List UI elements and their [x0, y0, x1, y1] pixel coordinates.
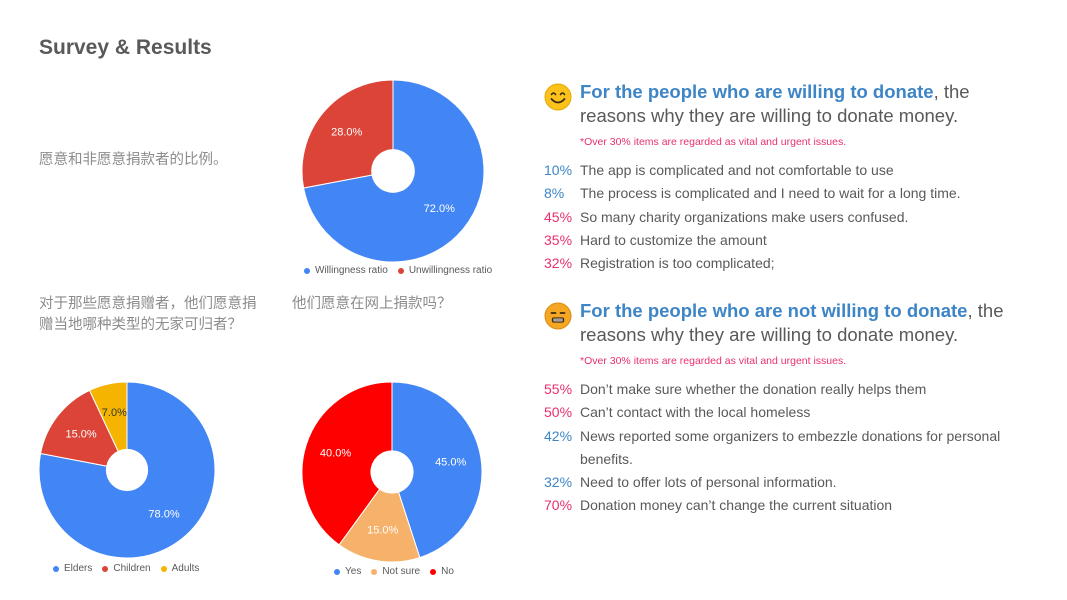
donut-hole [106, 449, 148, 491]
online-donation-pie-chart: 45.0% 15.0% 40.0% [300, 380, 484, 564]
reason-text: Don’t make sure whether the donation rea… [580, 381, 926, 397]
legend-label: Yes [345, 566, 361, 577]
reason-percent: 50% [544, 401, 572, 424]
slice-label-adults: 7.0% [102, 407, 127, 419]
list-item: 32% Registration is too complicated; [544, 252, 1024, 275]
legend-dot-icon [398, 268, 404, 274]
legend-item: Willingness ratio [304, 265, 388, 276]
list-item: 35% Hard to customize the amount [544, 229, 1024, 252]
question-online-donation: 他们愿意在网上捐款吗？ [292, 294, 452, 315]
donut-hole [370, 450, 413, 493]
list-item: 70% Donation money can’t change the curre… [544, 494, 1024, 517]
legend-dot-icon [102, 566, 108, 572]
legend-label: Children [113, 563, 150, 574]
legend-dot-icon [53, 566, 59, 572]
legend-label: Unwillingness ratio [409, 265, 492, 276]
reason-text: The app is complicated and not comfortab… [580, 162, 894, 178]
list-item: 42% News reported some organizers to embe… [544, 425, 1024, 472]
reason-text: Can’t contact with the local homeless [580, 404, 810, 420]
reason-text: News reported some organizers to embezzl… [580, 428, 1000, 467]
legend-item: Yes [334, 566, 361, 577]
legend-dot-icon [371, 569, 377, 575]
reason-percent: 10% [544, 159, 572, 182]
legend-label: Willingness ratio [315, 265, 388, 276]
question-willingness-ratio: 愿意和非愿意捐款者的比例。 [39, 150, 228, 171]
willing-reasons-list: 10% The app is complicated and not comfor… [544, 159, 1024, 275]
legend-label: Adults [172, 563, 200, 574]
online-donation-legend: Yes Not sure No [334, 566, 454, 577]
list-item: 32% Need to offer lots of personal inform… [544, 471, 1024, 494]
legend-label: Elders [64, 563, 92, 574]
legend-dot-icon [430, 569, 436, 575]
not-willing-panel-header: For the people who are not willing to do… [544, 299, 1024, 367]
legend-dot-icon [334, 569, 340, 575]
reason-percent: 45% [544, 206, 572, 229]
slice-label-no: 40.0% [320, 448, 351, 460]
reason-percent: 32% [544, 252, 572, 275]
reason-percent: 42% [544, 425, 572, 448]
willing-panel-note: *Over 30% items are regarded as vital an… [580, 136, 1024, 148]
legend-dot-icon [304, 268, 310, 274]
reason-percent: 70% [544, 494, 572, 517]
reason-percent: 32% [544, 471, 572, 494]
willingness-legend: Willingness ratio Unwillingness ratio [304, 265, 492, 276]
reason-text: Donation money can’t change the current … [580, 497, 892, 513]
not-willing-panel-title-accent: For the people who are not willing to do… [580, 300, 967, 321]
list-item: 45% So many charity organizations make us… [544, 206, 1024, 229]
reason-text: The process is complicated and I need to… [580, 185, 961, 201]
legend-item: Elders [53, 563, 92, 574]
question-homeless-type: 对于那些愿意捐赠者，他们愿意捐赠当地哪种类型的无家可归者？ [39, 294, 267, 336]
reason-text: Need to offer lots of personal informati… [580, 474, 837, 490]
willing-panel-header: For the people who are willing to donate… [544, 80, 1024, 148]
reason-percent: 55% [544, 378, 572, 401]
reason-percent: 35% [544, 229, 572, 252]
slice-label-not-sure: 15.0% [367, 525, 398, 537]
legend-item: Children [102, 563, 150, 574]
legend-item: No [430, 566, 454, 577]
legend-label: No [441, 566, 454, 577]
not-willing-panel-title: For the people who are not willing to do… [580, 299, 1024, 347]
page-title: Survey & Results [39, 36, 212, 60]
slice-label-children: 15.0% [66, 428, 97, 440]
not-willing-reasons-panel: For the people who are not willing to do… [544, 299, 1024, 518]
list-item: 50% Can’t contact with the local homeless [544, 401, 1024, 424]
reason-text: Hard to customize the amount [580, 232, 767, 248]
legend-item: Not sure [371, 566, 420, 577]
list-item: 10% The app is complicated and not comfor… [544, 159, 1024, 182]
willing-panel-title-accent: For the people who are willing to donate [580, 81, 934, 102]
homeless-type-legend: Elders Children Adults [53, 563, 199, 574]
willingness-pie-chart: 72.0% 28.0% [300, 78, 486, 264]
list-item: 55% Don’t make sure whether the donation … [544, 378, 1024, 401]
homeless-type-pie-chart: 78.0% 15.0% 7.0% [37, 380, 217, 560]
reason-percent: 8% [544, 182, 564, 205]
not-willing-panel-note: *Over 30% items are regarded as vital an… [580, 355, 1024, 367]
slice-label-willingness-ratio: 72.0% [424, 203, 455, 215]
legend-label: Not sure [382, 566, 420, 577]
slice-label-yes: 45.0% [435, 457, 466, 469]
not-willing-reasons-list: 55% Don’t make sure whether the donation … [544, 378, 1024, 518]
legend-dot-icon [161, 566, 167, 572]
willing-reasons-panel: For the people who are willing to donate… [544, 80, 1024, 275]
willing-panel-title: For the people who are willing to donate… [580, 80, 1024, 128]
reason-text: Registration is too complicated; [580, 255, 775, 271]
slice-label-unwillingness-ratio: 28.0% [331, 127, 362, 139]
slice-label-elders: 78.0% [148, 509, 179, 521]
reason-text: So many charity organizations make users… [580, 209, 908, 225]
smiling-face-icon [544, 83, 572, 111]
frowning-face-icon [544, 302, 572, 330]
legend-item: Unwillingness ratio [398, 265, 492, 276]
donut-hole [371, 149, 415, 193]
legend-item: Adults [161, 563, 200, 574]
list-item: 8% The process is complicated and I need … [544, 182, 1024, 205]
